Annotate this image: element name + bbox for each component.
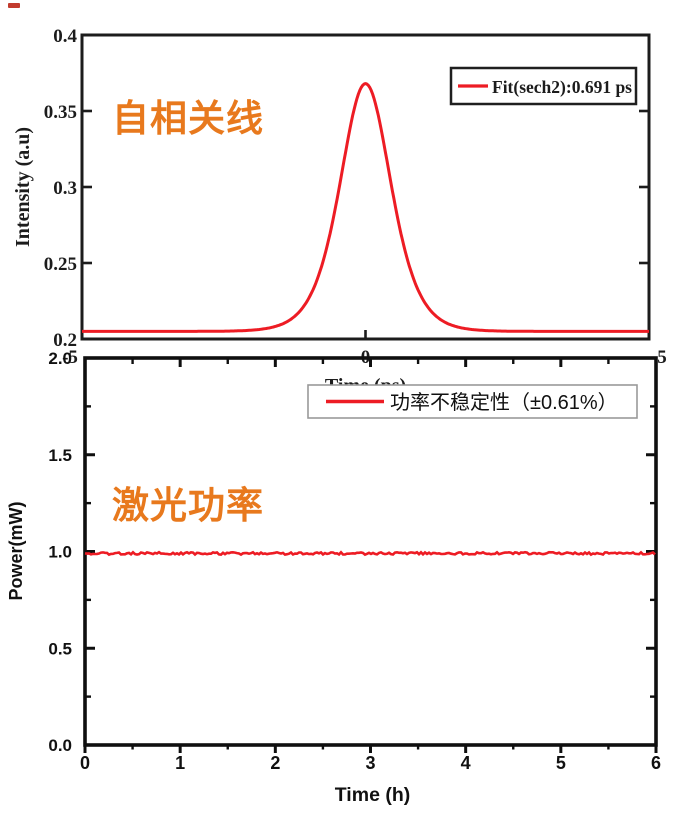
y-tick-label: 2.0 (48, 349, 72, 368)
stray-red-mark (8, 3, 20, 8)
x-tick-label: 5 (556, 753, 566, 773)
x-tick-label: 6 (651, 753, 661, 773)
y-tick-label: 0.3 (53, 178, 77, 199)
x-tick-label: 3 (365, 753, 375, 773)
y-tick-label: 0.2 (53, 330, 77, 351)
legend-label: Fit(sech2):0.691 ps (492, 77, 632, 97)
x-tick-label: 5 (657, 347, 667, 368)
y-tick-label: 0.25 (44, 254, 77, 275)
y-tick-label: 0.5 (48, 639, 72, 658)
y-tick-label: 1.0 (48, 543, 72, 562)
legend-label: 功率不稳定性（±0.61%） (390, 391, 618, 414)
y-axis-label: Intensity (a.u) (12, 127, 34, 247)
y-axis-label: Power(mW) (6, 501, 26, 600)
y-tick-label: 0.4 (53, 26, 77, 47)
x-tick-label: -5 (62, 347, 78, 368)
annotation-autocorrelation: 自相关线 (112, 98, 264, 139)
legend: Fit(sech2):0.691 ps (449, 66, 638, 106)
y-tick-label: 1.5 (48, 446, 72, 465)
fit-curve (81, 82, 650, 333)
y-tick-label: 0.0 (48, 736, 72, 755)
power-line (84, 550, 656, 557)
annotation-laser-power: 激光功率 (112, 485, 264, 526)
x-tick-label: 2 (270, 753, 280, 773)
y-tick-label: 0.35 (44, 102, 77, 123)
legend: 功率不稳定性（±0.61%） (307, 384, 638, 419)
x-tick-label: 4 (461, 753, 471, 773)
x-tick-label: 1 (175, 753, 185, 773)
x-tick-label: 0 (80, 753, 90, 773)
x-axis-label: Time (h) (335, 784, 410, 806)
